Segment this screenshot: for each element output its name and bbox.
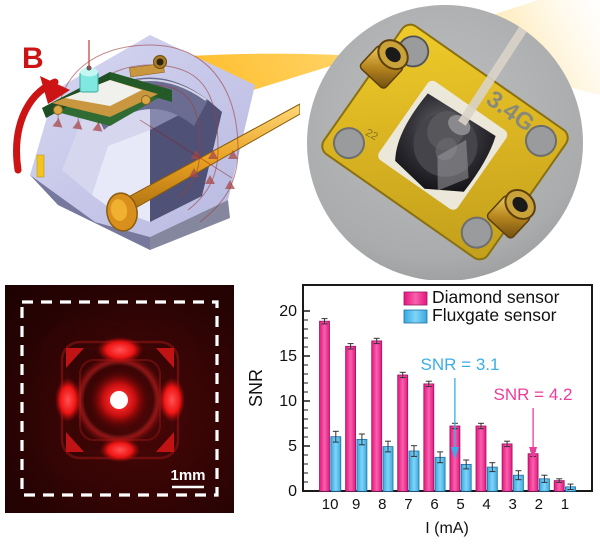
svg-text:Fluxgate sensor: Fluxgate sensor <box>432 305 557 325</box>
svg-text:2: 2 <box>535 496 543 513</box>
svg-text:1: 1 <box>561 496 569 513</box>
svg-text:7: 7 <box>404 496 412 513</box>
svg-text:I (mA): I (mA) <box>425 520 469 537</box>
svg-text:10: 10 <box>322 496 339 513</box>
svg-text:SNR = 4.2: SNR = 4.2 <box>494 385 573 404</box>
svg-text:SNR = 3.1: SNR = 3.1 <box>421 355 500 374</box>
svg-text:9: 9 <box>352 496 360 513</box>
svg-text:3: 3 <box>509 496 517 513</box>
svg-text:SNR: SNR <box>246 369 266 407</box>
svg-text:5: 5 <box>456 496 464 513</box>
svg-text:4: 4 <box>482 496 490 513</box>
svg-text:20: 20 <box>279 303 297 320</box>
svg-text:Diamond sensor: Diamond sensor <box>432 287 560 307</box>
svg-text:15: 15 <box>279 348 297 365</box>
svg-text:0: 0 <box>288 483 297 500</box>
svg-text:6: 6 <box>430 496 438 513</box>
svg-text:5: 5 <box>288 438 297 455</box>
svg-text:8: 8 <box>378 496 386 513</box>
svg-text:10: 10 <box>279 393 297 410</box>
